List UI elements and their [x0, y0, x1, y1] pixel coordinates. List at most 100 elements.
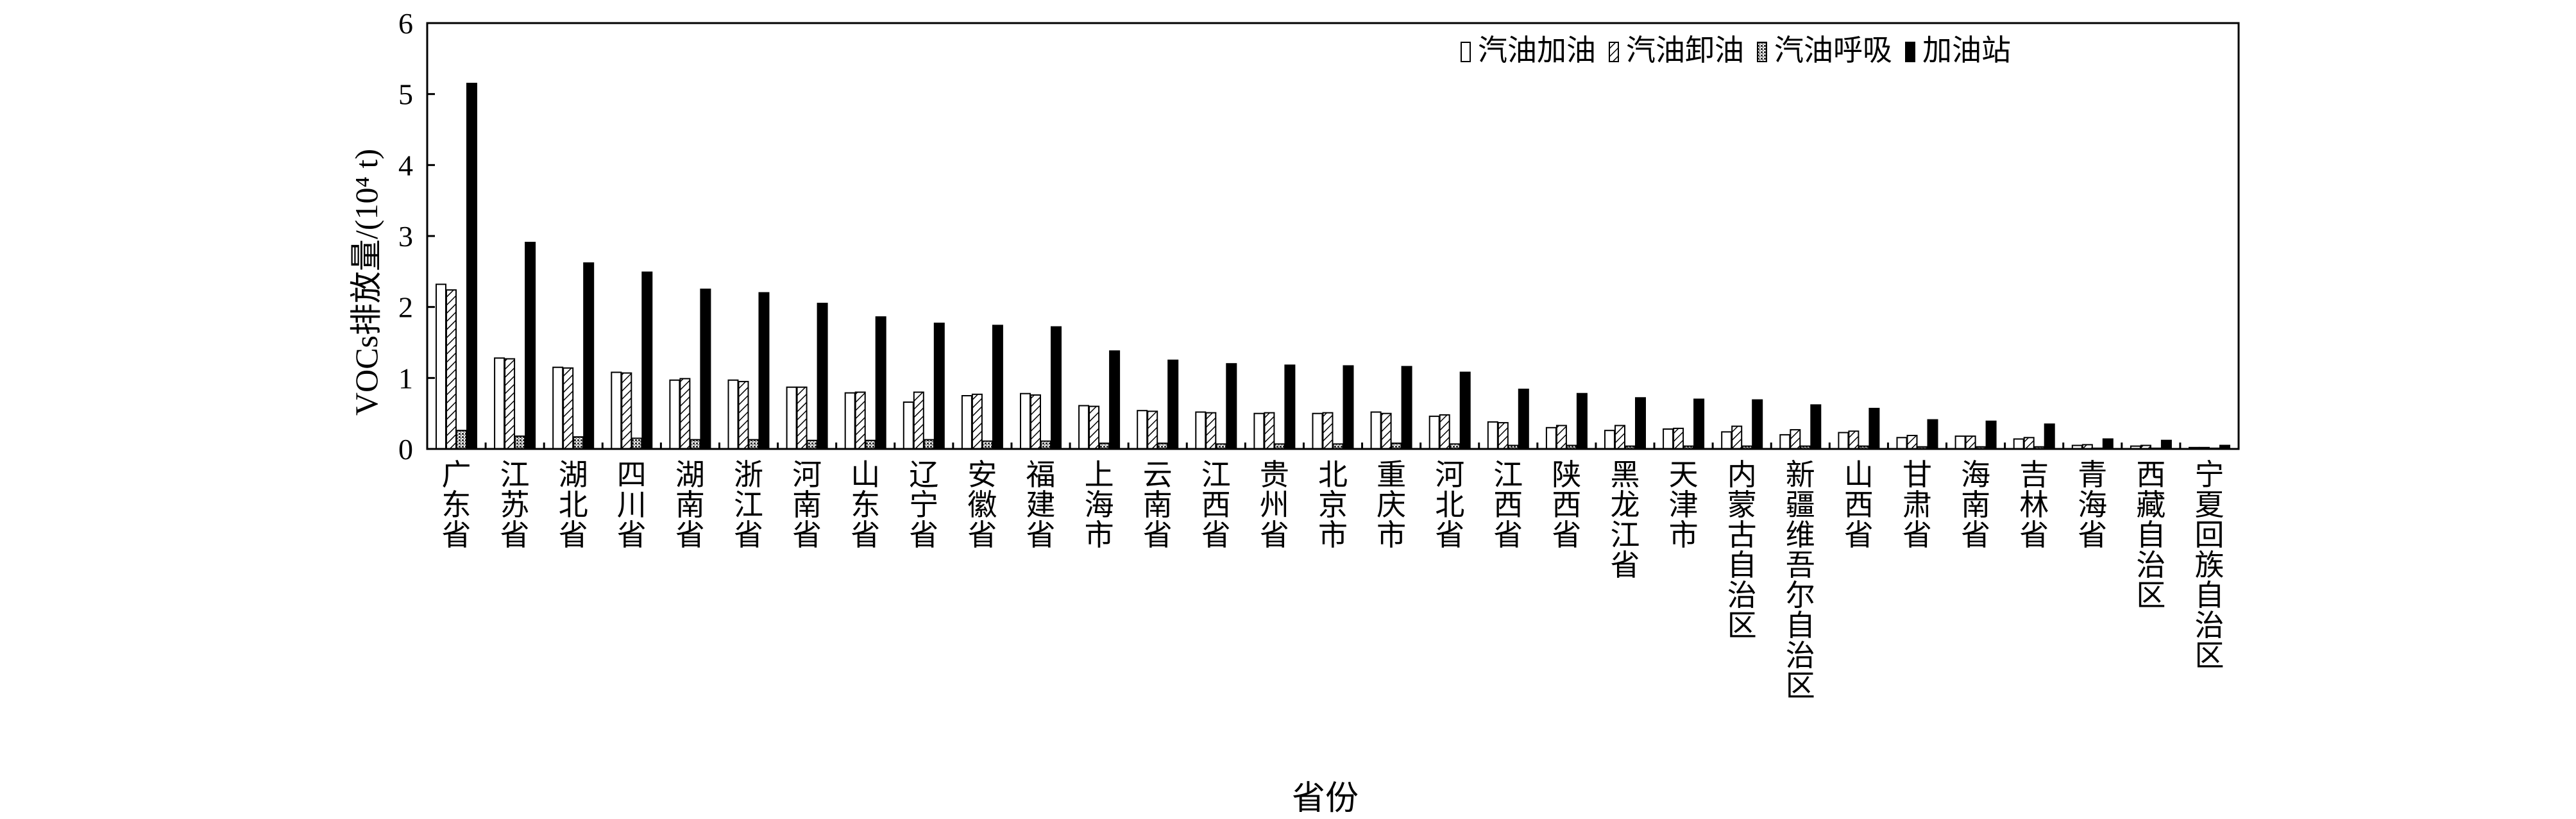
bar-4-14 [1226, 363, 1237, 450]
category-label-23: 内蒙古自治区 [1727, 457, 1757, 643]
bar-2-27 [1965, 435, 1976, 450]
bar-1-12 [1078, 405, 1090, 450]
bar-2-21 [1614, 425, 1625, 450]
category-label-27: 海南省 [1961, 457, 1990, 552]
bar-2-16 [1322, 412, 1334, 450]
bar-2-2 [504, 358, 516, 450]
legend-label-2: 汽油卸油 [1626, 33, 1744, 67]
legend-swatch-2 [1609, 42, 1619, 62]
x-axis-label: 省份 [1292, 779, 1359, 818]
category-label-29: 青海省 [2078, 457, 2107, 552]
bar-1-3 [552, 366, 564, 450]
bar-3-9 [923, 439, 935, 450]
bar-1-2 [494, 357, 505, 450]
category-label-30: 西藏自治区 [2136, 457, 2165, 612]
bar-3-1 [456, 430, 467, 450]
bar-4-16 [1343, 365, 1354, 450]
legend-swatch-1 [1461, 42, 1471, 62]
plot-area [426, 22, 2240, 450]
bar-3-11 [1040, 440, 1051, 450]
category-label-8: 山东省 [851, 457, 880, 552]
bar-3-3 [573, 436, 584, 450]
bar-1-16 [1312, 412, 1323, 450]
bar-4-21 [1635, 397, 1646, 450]
bar-1-7 [786, 386, 797, 450]
category-label-25: 山西省 [1844, 457, 1874, 552]
bar-4-29 [2102, 438, 2114, 450]
category-label-13: 云南省 [1143, 457, 1173, 552]
bar-4-10 [992, 325, 1003, 450]
bar-2-1 [446, 289, 457, 450]
bar-1-15 [1253, 412, 1265, 450]
bar-3-4 [631, 437, 643, 450]
category-label-20: 陕西省 [1552, 457, 1581, 552]
bar-1-13 [1137, 410, 1148, 450]
category-label-22: 天津市 [1669, 457, 1699, 552]
category-label-6: 浙江省 [734, 457, 763, 552]
bar-2-22 [1673, 427, 1684, 450]
bar-4-13 [1167, 359, 1179, 450]
category-label-18: 河北省 [1435, 457, 1464, 552]
bar-1-23 [1721, 431, 1733, 450]
category-label-26: 甘肃省 [1902, 457, 1932, 552]
bar-4-15 [1284, 364, 1296, 450]
bar-3-6 [748, 439, 759, 450]
bar-4-6 [758, 292, 770, 450]
x-axis: 广东省江苏省湖北省四川省湖南省浙江省河南省山东省辽宁省安徽省福建省上海市云南省江… [426, 443, 2240, 703]
bar-1-24 [1779, 434, 1791, 450]
bar-2-15 [1264, 412, 1275, 450]
bar-1-1 [436, 283, 446, 450]
bar-1-18 [1428, 416, 1440, 450]
bar-1-6 [727, 379, 739, 450]
bar-3-8 [865, 439, 876, 450]
bar-1-20 [1545, 426, 1557, 450]
bar-2-14 [1205, 412, 1217, 450]
y-tick-label-1: 1 [398, 362, 413, 394]
bar-3-2 [514, 435, 526, 450]
category-label-7: 河南省 [792, 457, 822, 552]
bar-4-3 [583, 262, 595, 450]
category-label-21: 黑龙江省 [1611, 457, 1640, 582]
legend-swatch-4 [1905, 42, 1915, 62]
bar-1-25 [1838, 432, 1849, 450]
category-label-12: 上海市 [1085, 457, 1114, 552]
bar-4-27 [1985, 420, 1997, 450]
legend-label-1: 汽油加油 [1478, 33, 1596, 67]
bar-4-22 [1693, 398, 1705, 450]
bar-4-11 [1051, 326, 1062, 450]
bar-4-4 [641, 271, 653, 450]
bar-1-8 [844, 392, 856, 450]
bar-2-25 [1848, 430, 1860, 450]
bar-2-5 [679, 378, 691, 450]
bar-2-18 [1439, 414, 1450, 450]
bar-4-23 [1752, 399, 1763, 450]
category-label-3: 湖北省 [559, 457, 588, 552]
bar-2-17 [1380, 412, 1392, 450]
bar-2-19 [1497, 422, 1509, 450]
bar-4-18 [1459, 371, 1471, 450]
bar-1-19 [1487, 421, 1498, 450]
legend: 汽油加油 汽油卸油 汽油呼吸 加油站 [1461, 33, 2011, 67]
category-label-15: 贵州省 [1260, 457, 1289, 552]
bar-4-19 [1518, 389, 1529, 450]
bar-2-24 [1790, 429, 1801, 450]
category-label-19: 江西省 [1493, 457, 1523, 552]
bar-2-3 [563, 367, 574, 450]
bar-1-27 [1954, 435, 1966, 450]
bar-1-22 [1663, 428, 1674, 450]
bar-4-1 [466, 83, 477, 450]
category-label-9: 辽宁省 [909, 457, 938, 552]
bar-1-10 [961, 395, 972, 450]
bar-2-26 [1906, 435, 1918, 450]
bar-4-2 [525, 242, 536, 450]
category-label-1: 广东省 [442, 457, 471, 552]
category-label-31: 宁夏回族自治区 [2195, 457, 2224, 673]
bar-4-26 [1927, 419, 1938, 450]
bar-1-11 [1020, 393, 1031, 450]
bar-1-5 [669, 379, 681, 450]
bar-2-4 [621, 372, 632, 450]
bar-4-5 [700, 289, 711, 450]
bar-2-7 [796, 386, 808, 450]
bar-1-4 [611, 371, 622, 450]
bar-2-8 [854, 391, 866, 450]
